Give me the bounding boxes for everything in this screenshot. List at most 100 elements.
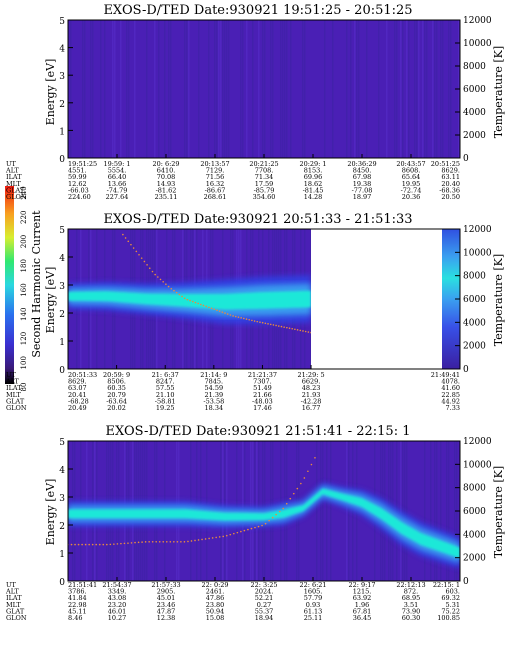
texture-stripe bbox=[430, 441, 432, 581]
colorbar-gradient bbox=[5, 186, 14, 384]
table-cell: 18.34 bbox=[205, 404, 224, 412]
table-cell: -85.79 bbox=[254, 186, 275, 194]
temperature-trace-point bbox=[264, 522, 267, 525]
y-tick-label: 5 bbox=[59, 438, 65, 448]
temperature-trace-point bbox=[245, 318, 248, 320]
temperature-trace-point bbox=[269, 323, 272, 326]
panel-3-y2ticks: 12000 10000 8000 6000 4000 2000 0 bbox=[455, 437, 492, 587]
table-cell: 20.36 bbox=[402, 193, 421, 201]
temperature-trace-point bbox=[243, 529, 246, 532]
table-cell: 22:12:13 bbox=[396, 581, 425, 589]
table-cell: 73.90 bbox=[402, 607, 421, 615]
table-row-name: GLON bbox=[6, 193, 27, 201]
table-cell: -68.28 bbox=[68, 397, 89, 405]
temperature-trace-point bbox=[283, 326, 285, 328]
texture-stripe bbox=[272, 20, 274, 158]
table-cell: 22: 6:21 bbox=[299, 581, 326, 589]
texture-stripe bbox=[422, 20, 424, 158]
temperature-strip bbox=[442, 229, 460, 369]
table-cell: 6410. bbox=[157, 167, 176, 175]
table-cell: 8608. bbox=[402, 167, 421, 175]
table-cell: 21.66 bbox=[253, 391, 272, 399]
table-cell: 19:59: 1 bbox=[103, 160, 130, 168]
y2-tick-label: 8000 bbox=[463, 272, 486, 282]
temperature-trace-point bbox=[151, 270, 154, 273]
table-cell: 21:57:33 bbox=[151, 581, 180, 589]
table-cell: 50.94 bbox=[206, 607, 225, 615]
temperature-trace-point bbox=[202, 304, 205, 307]
temperature-trace-point bbox=[256, 320, 259, 323]
table-cell: 4551. bbox=[68, 167, 87, 175]
temperature-trace-point bbox=[292, 492, 295, 495]
temperature-trace-point bbox=[127, 542, 129, 544]
temperature-trace-point bbox=[285, 502, 288, 505]
temperature-trace-point bbox=[264, 322, 267, 325]
table-cell: 19:51:25 bbox=[68, 160, 97, 168]
table-cell: 20:51:33 bbox=[68, 371, 97, 379]
texture-stripe bbox=[286, 20, 288, 158]
colorbar-label: Second Harmonic Current bbox=[30, 210, 43, 358]
temperature-trace-point bbox=[81, 543, 83, 546]
table-cell: 60.35 bbox=[107, 384, 126, 392]
table-cell: 63.92 bbox=[353, 594, 372, 602]
table-cell: 21: 6:37 bbox=[152, 371, 179, 379]
temperature-trace-point bbox=[141, 541, 143, 543]
table-cell: 227.64 bbox=[106, 193, 129, 201]
table-cell: 66.40 bbox=[108, 173, 127, 181]
y2-tick-label: 2000 bbox=[463, 131, 486, 141]
table-cell: -53.58 bbox=[203, 397, 224, 405]
table-cell: 68.95 bbox=[402, 594, 421, 602]
table-cell: 0.27 bbox=[257, 601, 271, 609]
table-cell: 8.46 bbox=[68, 614, 82, 622]
table-cell: -58.81 bbox=[155, 397, 176, 405]
table-cell: 67.81 bbox=[353, 607, 372, 615]
temperature-trace-point bbox=[261, 321, 264, 324]
table-cell: 47.86 bbox=[206, 594, 225, 602]
table-cell: -66.03 bbox=[68, 186, 89, 194]
table-cell: 5554. bbox=[108, 167, 127, 175]
texture-stripe bbox=[302, 20, 304, 158]
texture-stripe bbox=[356, 20, 358, 158]
texture-stripe bbox=[270, 20, 272, 158]
temperature-trace-point bbox=[254, 526, 256, 529]
panel-1-plot bbox=[67, 19, 461, 159]
table-row-name: ILAT bbox=[6, 384, 22, 392]
temperature-trace-point bbox=[165, 283, 167, 286]
table-cell: 20:51:25 bbox=[431, 160, 460, 168]
table-cell: 21:21:37 bbox=[248, 371, 277, 379]
temperature-trace-point bbox=[191, 300, 194, 303]
table-row-name: UT bbox=[6, 581, 16, 589]
table-cell: 71.34 bbox=[255, 173, 274, 181]
temperature-trace-point bbox=[278, 510, 281, 513]
y2-tick-label: 4000 bbox=[463, 108, 486, 118]
texture-stripe bbox=[434, 20, 436, 158]
panel-1-title: EXOS-D/TED Date:930921 19:51:25 - 20:51:… bbox=[103, 3, 412, 18]
texture-stripe bbox=[262, 20, 264, 158]
table-cell: 70.08 bbox=[157, 173, 176, 181]
texture-stripe bbox=[378, 20, 380, 158]
temperature-trace-point bbox=[304, 330, 307, 333]
table-cell: 23.46 bbox=[157, 601, 176, 609]
panel-2-y2label: Temperature [K] bbox=[492, 254, 505, 346]
table-cell: 59.99 bbox=[68, 173, 87, 181]
texture-stripe bbox=[186, 20, 188, 158]
table-cell: 20:13:57 bbox=[200, 160, 229, 168]
table-cell: 44.92 bbox=[441, 397, 460, 405]
texture-stripe bbox=[284, 20, 286, 158]
temperature-trace-point bbox=[143, 260, 146, 263]
texture-stripe bbox=[280, 20, 282, 158]
table-cell: 20.40 bbox=[441, 180, 460, 188]
colorbar-tick: 80 bbox=[20, 383, 28, 392]
temperature-trace-point bbox=[291, 327, 294, 330]
texture-stripe bbox=[242, 20, 244, 158]
table-cell: 18.94 bbox=[255, 614, 274, 622]
table-cell: 22: 9:17 bbox=[348, 581, 375, 589]
table-row-name: ALT bbox=[5, 167, 19, 175]
y-tick-label: 1 bbox=[59, 127, 65, 137]
panel-2-orbit-table: UT 20:51:33 20:59: 9 21: 6:37 21:14: 9 21:21:… bbox=[5, 371, 460, 412]
table-cell: 41.60 bbox=[441, 384, 460, 392]
temperature-trace-point bbox=[204, 538, 207, 540]
table-cell: 16.77 bbox=[302, 404, 321, 412]
y2-tick-label: 0 bbox=[463, 577, 469, 587]
table-cell: 7845. bbox=[205, 378, 224, 386]
